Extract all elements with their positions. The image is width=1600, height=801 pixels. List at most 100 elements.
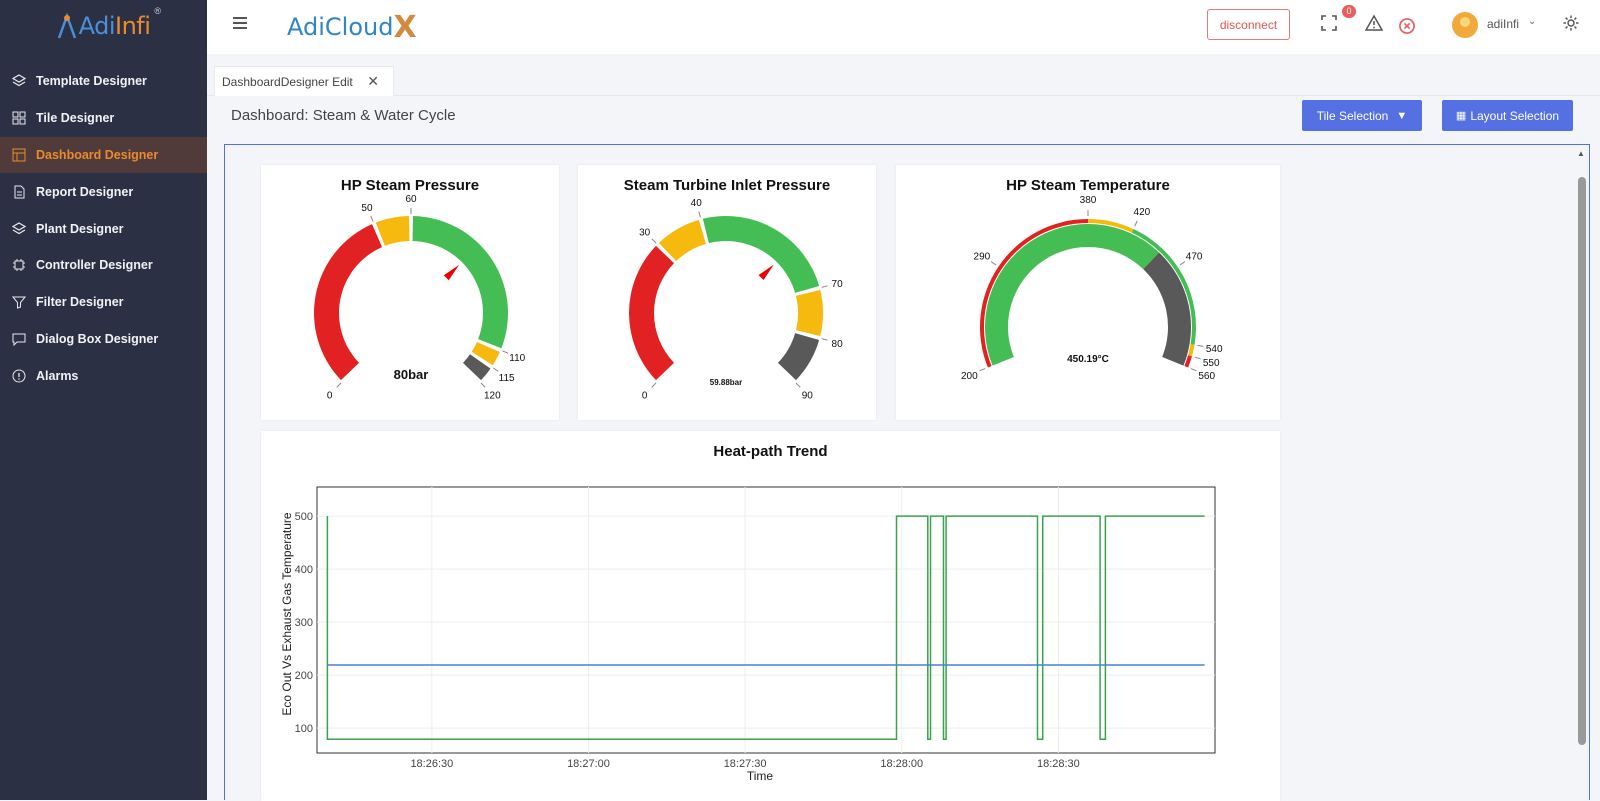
- trend-chart-tile[interactable]: Heat-path Trend 18:26:30 18:27:00 18:27:30…: [261, 431, 1280, 801]
- x-tick-label: 18:26:30: [410, 758, 453, 770]
- scroll-up-icon[interactable]: ▲: [1577, 149, 1585, 158]
- brand-name: AdiCloud: [287, 13, 394, 41]
- disconnect-button[interactable]: disconnect: [1207, 9, 1290, 40]
- dashboard-bar: Dashboard: Steam & Water Cycle Tile Sele…: [207, 96, 1600, 144]
- sidebar-item-label: Tile Designer: [36, 111, 115, 126]
- gear-icon[interactable]: [1562, 14, 1580, 32]
- gauge-band: [629, 245, 675, 381]
- chart-title: Heat-path Trend: [713, 443, 828, 460]
- gauge-tick: [1190, 368, 1197, 372]
- dashboard-icon: [12, 148, 26, 162]
- gauge-band: [795, 289, 823, 337]
- alarm-count-badge: 0: [1342, 5, 1356, 18]
- gauge-value: 59.88bar: [710, 378, 742, 387]
- gauge-tick-label: 70: [832, 279, 844, 290]
- gauge-band: [1131, 229, 1196, 345]
- tab-dashboard-designer-edit[interactable]: DashboardDesigner Edit ✕: [214, 66, 394, 96]
- gauge-band: [1143, 252, 1191, 366]
- tab-label: DashboardDesigner Edit: [222, 74, 353, 89]
- gauge-value: 80bar: [394, 367, 429, 382]
- sidebar-item-tile-designer[interactable]: Tile Designer: [0, 100, 207, 137]
- gauge-band: [658, 219, 706, 262]
- y-axis-label: Eco Out Vs Exhaust Gas Temperature: [280, 512, 294, 716]
- gauge-tick: [1197, 344, 1204, 347]
- gauge-tick: [990, 261, 997, 266]
- gauge-band: [1088, 219, 1134, 233]
- gauge-band: [1184, 355, 1192, 368]
- gauge-tick: [651, 238, 657, 244]
- sidebar-item-plant-designer[interactable]: Plant Designer: [0, 210, 207, 247]
- gauge-tick-label: 470: [1186, 251, 1203, 262]
- gauge-tick: [979, 368, 986, 372]
- sidebar-item-dashboard-designer[interactable]: Dashboard Designer: [0, 136, 207, 174]
- x-axis-label: Time: [747, 769, 774, 783]
- gauge-tile[interactable]: HP Steam Pressure 0 50 60 110 115 120 80bar: [261, 165, 559, 420]
- y-tick-label: 500: [295, 511, 313, 523]
- tile-selection-label: Tile Selection: [1316, 108, 1389, 123]
- gauge-chart: 0 30 40 70 80 90 59.88bar: [629, 198, 844, 401]
- sidebar-item-label: Controller Designer: [36, 258, 153, 273]
- gauge-tick-label: 50: [361, 203, 373, 214]
- sidebar-item-filter-designer[interactable]: Filter Designer: [0, 284, 207, 321]
- sidebar-item-dialog-box-designer[interactable]: Dialog Box Designer: [0, 321, 207, 358]
- gauge-tick-label: 420: [1134, 207, 1151, 218]
- gauge-band: [777, 333, 820, 381]
- layout-selection-button[interactable]: ▦ Layout Selection: [1442, 100, 1573, 131]
- gauge-tick: [1134, 220, 1138, 227]
- gauge-tick: [698, 211, 701, 218]
- gauge-tile[interactable]: HP Steam Temperature 200 290 380 420 470 540 5…: [896, 165, 1280, 420]
- sidebar-item-alarms[interactable]: Alarms: [0, 357, 207, 394]
- logo: AdiInfi ®: [0, 0, 207, 52]
- gauge-tile[interactable]: Steam Turbine Inlet Pressure 0 30 40 70 80 90…: [578, 165, 876, 420]
- y-tick-label: 300: [295, 617, 313, 629]
- gauge-tick-label: 0: [327, 390, 333, 401]
- user-name[interactable]: adiInfi: [1487, 17, 1520, 31]
- sidebar-item-label: Filter Designer: [36, 295, 124, 310]
- brand-logo: AdiCloudX: [287, 8, 417, 45]
- gauge-band: [412, 216, 508, 349]
- gauge-tick-label: 90: [802, 390, 814, 401]
- gauge-tick-label: 80: [832, 339, 844, 350]
- gauge-tick-label: 60: [405, 194, 417, 205]
- gauge-tick-label: 550: [1203, 358, 1220, 369]
- y-tick-label: 400: [295, 564, 313, 576]
- scroll-thumb[interactable]: [1578, 177, 1586, 745]
- close-circle-icon[interactable]: [1398, 17, 1416, 35]
- gauge-band: [471, 341, 500, 366]
- grid-icon: [12, 111, 26, 125]
- layers-icon: [12, 74, 26, 87]
- close-icon[interactable]: ✕: [367, 73, 379, 89]
- sidebar-item-report-designer[interactable]: Report Designer: [0, 173, 207, 210]
- gauge-tick: [795, 382, 801, 388]
- gauge-tick-label: 290: [974, 251, 991, 262]
- fullscreen-icon[interactable]: [1320, 14, 1338, 32]
- gauge-tick: [480, 382, 486, 388]
- gauge-pointer: [443, 264, 460, 281]
- tile-selection-button[interactable]: Tile Selection ▼: [1302, 100, 1422, 131]
- top-header: AdiCloudX disconnect 0 adiInfi ⌄: [207, 0, 1600, 54]
- gauge-tick-label: 40: [691, 198, 703, 209]
- sidebar-item-label: Alarms: [36, 368, 79, 383]
- gauge-tick: [821, 338, 828, 341]
- dashboard-canvas: HP Steam Pressure 0 50 60 110 115 120 80bar St…: [224, 144, 1590, 801]
- tab-strip: DashboardDesigner Edit ✕: [207, 54, 1600, 96]
- logo-mark-icon: [57, 12, 76, 39]
- gauge-tick: [502, 350, 509, 354]
- gauge-chart: 200 290 380 420 470 540 550 560 450.19°C: [961, 195, 1223, 382]
- y-tick-label: 100: [295, 723, 313, 735]
- avatar[interactable]: [1452, 12, 1478, 38]
- hamburger-menu-icon[interactable]: [233, 17, 247, 29]
- gauge-tick: [651, 382, 657, 388]
- gauge-tick-label: 540: [1206, 344, 1223, 355]
- chevron-down-icon[interactable]: ⌄: [1528, 16, 1537, 27]
- plot-area: [316, 486, 1216, 754]
- scrollbar[interactable]: ▲: [1575, 145, 1589, 801]
- x-tick-label: 18:28:30: [1037, 758, 1080, 770]
- warning-icon[interactable]: [1365, 14, 1383, 32]
- gauge-title: HP Steam Temperature: [1006, 177, 1170, 194]
- sidebar-item-template-designer[interactable]: Template Designer: [0, 63, 207, 100]
- gauge-band: [1188, 344, 1195, 357]
- gauge-tick-label: 200: [961, 371, 978, 382]
- gauge-chart: 0 50 60 110 115 120 80bar: [314, 194, 526, 401]
- sidebar-item-controller-designer[interactable]: Controller Designer: [0, 247, 207, 284]
